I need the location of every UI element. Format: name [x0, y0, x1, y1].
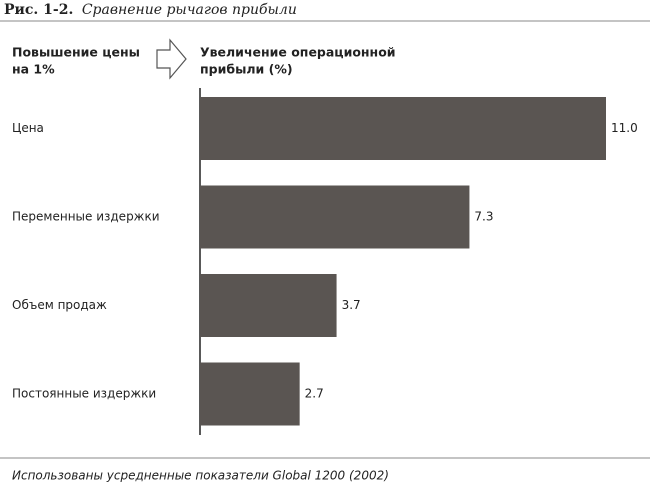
value-label: 11.0 — [611, 121, 638, 135]
bar — [200, 362, 300, 426]
category-header: на 1% — [12, 62, 55, 77]
value-header: Увеличение операционной — [200, 45, 396, 60]
bar — [200, 185, 470, 249]
bar — [200, 274, 337, 337]
value-label: 2.7 — [305, 387, 324, 401]
chart-title: Сравнение рычагов прибыли — [82, 2, 297, 18]
category-label: Переменные издержки — [12, 210, 160, 224]
arrow-icon — [156, 38, 187, 80]
note: Использованы усредненные показатели Glob… — [12, 469, 389, 483]
value-label: 7.3 — [474, 210, 493, 224]
figure-label: Рис. 1-2. — [4, 2, 73, 18]
category-label: Постоянные издержки — [12, 387, 156, 401]
value-header: прибыли (%) — [200, 62, 293, 77]
category-label: Цена — [12, 121, 44, 135]
category-label: Объем продаж — [12, 298, 107, 312]
value-label: 3.7 — [342, 298, 361, 312]
bar — [200, 97, 606, 160]
title-group: Рис. 1-2. Сравнение рычагов прибыли — [4, 2, 297, 18]
category-header: Повышение цены — [12, 45, 140, 60]
